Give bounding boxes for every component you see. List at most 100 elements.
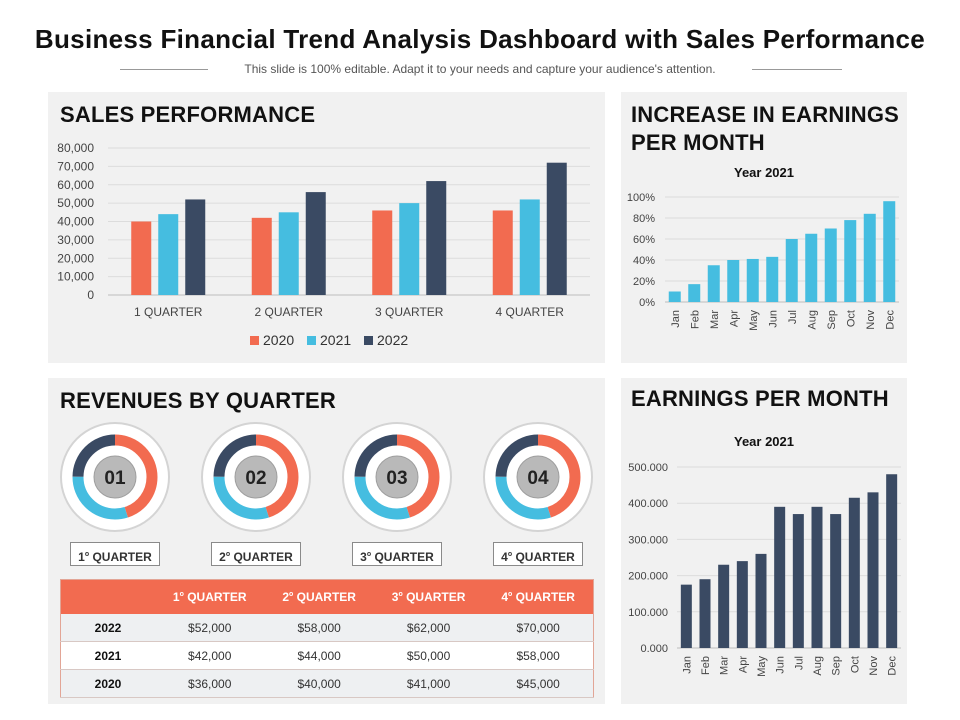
table-header-row: 1o QUARTER 2o QUARTER 3o QUARTER 4o QUAR… [60,579,594,614]
legend-swatch-2021 [307,336,316,345]
y-tick-label: 20,000 [57,251,94,265]
x-tick-label: 3 QUARTER [375,305,444,319]
quarter-label: 3o QUARTER [352,542,442,566]
donut-center [375,455,419,499]
quarter-label: 2o QUARTER [211,542,301,566]
x-tick-label: May [756,656,768,677]
bar [785,239,798,302]
x-tick-label: Jun [775,656,787,674]
y-tick-label: 100.000 [628,607,668,619]
donut-number: 03 [386,468,407,489]
donut-segment-2022 [72,434,158,520]
donut-svg: 01 [60,422,170,532]
table-header-cell: 4o QUARTER [483,579,594,614]
donut-center [93,455,137,499]
y-tick-label: 60% [633,234,655,246]
x-tick-label: Sep [831,656,843,676]
quarter-label-number: 4 [501,550,508,564]
bar-2020 [492,210,513,295]
quarter-label-sup: o [507,551,513,558]
table-cell: $58,000 [483,641,594,670]
y-tick-label: 80% [633,213,655,225]
bar-2021 [158,214,179,295]
x-tick-label: Dec [884,310,896,330]
quarter-label-text: QUARTER [89,550,152,564]
y-tick-label: 70,000 [57,159,94,173]
donut-segment-2021 [72,434,158,520]
x-tick-label: Mar [719,656,731,675]
table-cell-year: 2022 [60,614,155,642]
y-tick-label: 0 [87,288,94,302]
quarter-label-number: 3 [360,550,367,564]
quarter-label-text: QUARTER [371,550,434,564]
bar [792,514,804,648]
subtitle-rule-right [752,69,842,70]
quarter-label: 1o QUARTER [70,542,160,566]
x-tick-label: Dec [887,656,899,676]
sales-performance-title: SALES PERFORMANCE [60,102,316,127]
bar [830,514,842,648]
legend-label: 2021 [320,332,351,348]
revenues-by-quarter-title: REVENUES BY QUARTER [60,388,336,413]
x-tick-label: Oct [845,310,857,327]
sales-performance-panel: SALES PERFORMANCE 0 10,000 20,000 30,000 40,… [48,92,605,363]
y-tick-label: 80,000 [57,141,94,155]
y-tick-label: 50,000 [57,196,94,210]
table-row: 2022 $52,000 $58,000 $62,000 $70,000 [60,614,594,642]
x-tick-label: Feb [700,656,712,675]
bar [811,506,823,648]
bar-2020 [131,221,152,295]
table-cell: $40,000 [264,669,374,698]
bar-2022 [305,192,326,295]
subtitle-row: This slide is 100% editable. Adapt it to… [0,62,960,78]
donut-chart: 04 [482,421,594,533]
donut-center [516,455,560,499]
y-tick-label: 200.000 [628,571,668,583]
bar-2021 [399,203,420,295]
table-cell: $58,000 [264,614,374,642]
bar [766,256,779,302]
bar [699,579,711,648]
y-tick-label: 0% [639,297,655,309]
table-cell: $36,000 [155,669,265,698]
y-tick-label: 60,000 [57,178,94,192]
increase-earnings-panel: INCREASE IN EARNINGS PER MONTH Year 2021… [621,92,907,363]
chart-title: Year 2021 [734,434,794,449]
bar [774,506,786,648]
x-tick-label: Nov [865,310,877,330]
quarter-label-text: QUARTER [512,550,575,564]
y-tick-label: 400.000 [628,498,668,510]
donut-number: 04 [527,468,549,489]
donut-svg: 02 [201,422,311,532]
bar-2022 [546,162,567,295]
bar [746,258,759,302]
y-tick-label: 40% [633,255,655,267]
bar-2021 [278,212,299,295]
bar [805,233,818,302]
page-title: Business Financial Trend Analysis Dashbo… [34,24,926,54]
quarter-label: 4o QUARTER [493,542,583,566]
donut-segment-2021 [213,434,299,520]
x-tick-label: 4 QUARTER [496,305,565,319]
table-cell-year: 2020 [60,669,155,698]
quarter-label-number: 1 [78,550,85,564]
bar [848,497,860,648]
quarter-label-number: 2 [219,550,226,564]
x-tick-label: May [748,310,760,331]
bar [727,260,740,302]
bar-2020 [372,210,393,295]
quarter-label-text: QUARTER [230,550,293,564]
x-tick-label: 2 QUARTER [255,305,324,319]
table-row: 2020 $36,000 $40,000 $41,000 $45,000 [60,669,594,698]
quarter-label-sup: o [366,551,372,558]
chart-title: Year 2021 [734,165,794,180]
y-tick-label: 40,000 [57,215,94,229]
legend-swatch-2020 [250,336,259,345]
x-tick-label: Jul [787,310,799,324]
increase-earnings-title-line2: PER MONTH [631,130,765,155]
table-cell: $52,000 [155,614,265,642]
donut-segment-2022 [213,434,299,520]
table-cell: $42,000 [155,641,265,670]
y-tick-label: 300.000 [628,534,668,546]
x-tick-label: Jun [767,310,779,328]
